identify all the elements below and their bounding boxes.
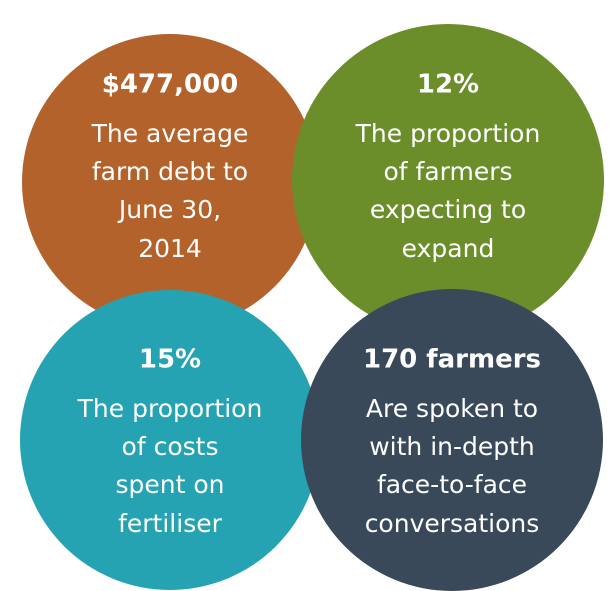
stat-circle [292,24,604,336]
stat-description: 2014 [138,234,202,263]
stat-description: face-to-face [377,470,527,499]
stat-circle [301,289,603,591]
stat-description: fertiliser [118,509,223,538]
stat-description: spent on [115,470,224,499]
stat-headline: 15% [139,345,201,375]
stat-description: The proportion [77,394,263,423]
stat-headline: 12% [417,70,479,100]
stat-description: farm debt to [92,157,248,186]
stat-headline: 170 farmers [363,345,541,375]
stat-circle [22,34,318,330]
stat-description: with in-depth [369,432,535,461]
stat-description: of costs [122,432,219,461]
stat-description: expand [402,234,495,263]
stat-description: June 30, [117,195,221,224]
stat-headline: $477,000 [102,70,239,100]
stat-description: conversations [365,509,540,538]
stat-description: expecting to [370,195,526,224]
stat-circle [20,290,320,590]
stat-description: The proportion [355,119,541,148]
stat-description: The average [91,119,249,148]
stat-description: Are spoken to [366,394,538,423]
stat-description: of farmers [383,157,512,186]
